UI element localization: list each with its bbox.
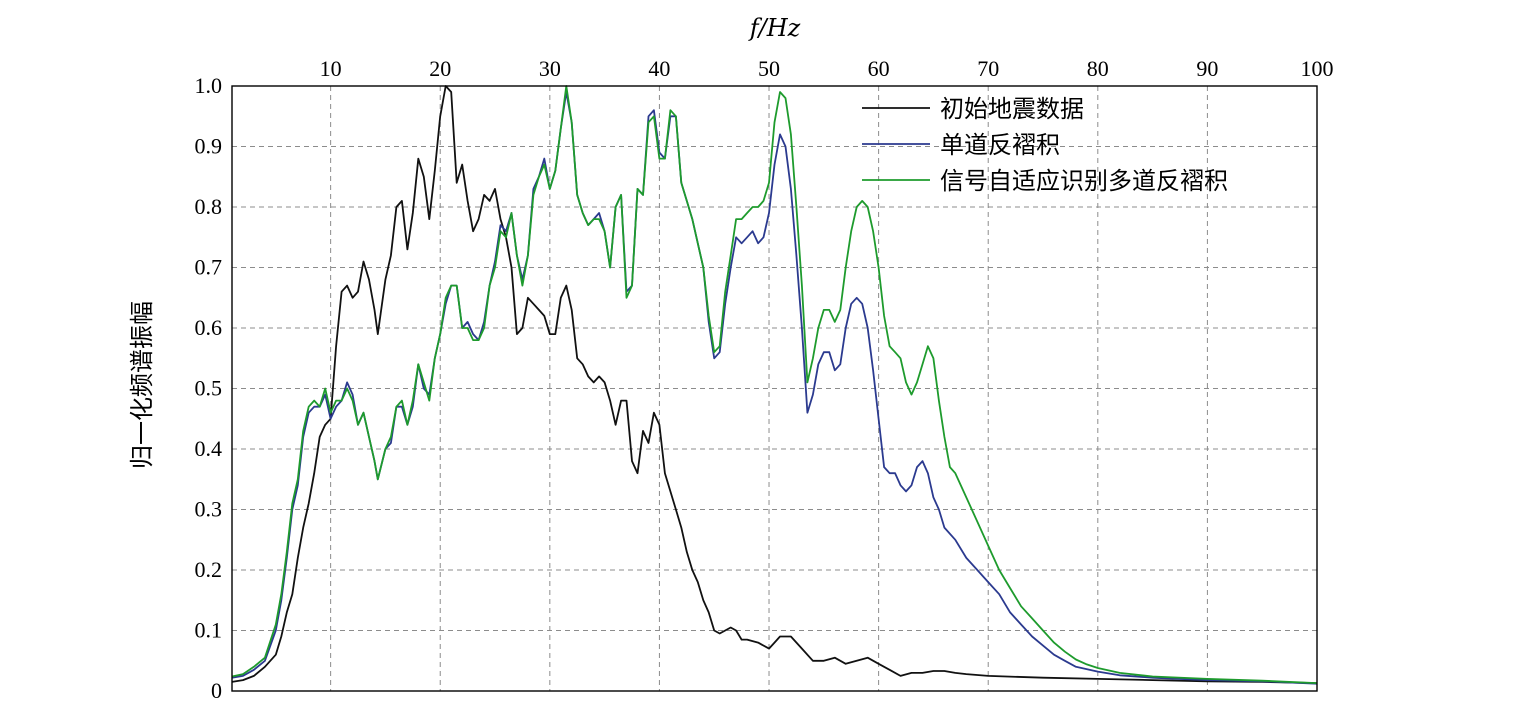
y-tick-label: 0.9 bbox=[195, 134, 223, 159]
series-lines bbox=[231, 85, 1318, 685]
y-tick-label: 0.1 bbox=[195, 618, 223, 643]
x-tick-label: 40 bbox=[648, 56, 670, 81]
series-line-1 bbox=[231, 85, 1318, 684]
legend-label-1: 初始地震数据 bbox=[940, 95, 1084, 123]
y-axis-title: 归一化频谱振幅 bbox=[128, 301, 156, 469]
x-axis-title: f/Hz bbox=[748, 14, 801, 42]
x-axis-ticks: 10 20 30 40 50 60 70 80 90 100 bbox=[320, 56, 1334, 81]
y-tick-label: 0.3 bbox=[195, 497, 223, 522]
x-tick-label: 50 bbox=[758, 56, 780, 81]
y-tick-label: 0.4 bbox=[195, 436, 223, 461]
x-tick-label: 80 bbox=[1087, 56, 1109, 81]
y-tick-label: 0.6 bbox=[195, 315, 223, 340]
y-tick-label: 1.0 bbox=[195, 73, 223, 98]
x-tick-label: 20 bbox=[429, 56, 451, 81]
x-tick-label: 10 bbox=[320, 56, 342, 81]
x-tick-label: 70 bbox=[977, 56, 999, 81]
y-tick-label: 0.5 bbox=[195, 376, 223, 401]
legend-label-3: 信号自适应识别多道反褶积 bbox=[940, 167, 1228, 195]
x-tick-label: 100 bbox=[1301, 56, 1334, 81]
x-tick-label: 60 bbox=[868, 56, 890, 81]
grid-lines bbox=[232, 86, 1317, 691]
x-tick-label: 90 bbox=[1196, 56, 1218, 81]
plot-frame bbox=[231, 85, 1318, 692]
y-tick-label: 0.2 bbox=[195, 557, 223, 582]
y-tick-label: 0 bbox=[211, 678, 222, 703]
y-axis-ticks: 0 0.1 0.2 0.3 0.4 0.5 0.6 0.7 0.8 0.9 1.0 bbox=[195, 73, 223, 703]
legend-label-2: 单道反褶积 bbox=[940, 131, 1060, 159]
x-tick-label: 30 bbox=[539, 56, 561, 81]
series-line-3 bbox=[231, 85, 1318, 684]
y-tick-label: 0.8 bbox=[195, 194, 223, 219]
y-tick-label: 0.7 bbox=[195, 255, 223, 280]
